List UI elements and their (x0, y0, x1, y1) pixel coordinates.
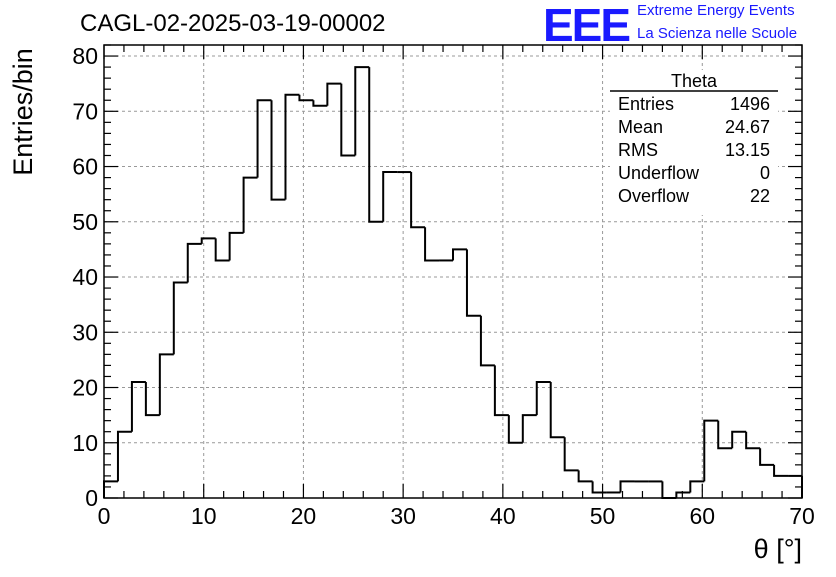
histogram-bin (452, 248, 467, 261)
histogram-bin (130, 380, 146, 432)
histogram-bin (619, 480, 635, 493)
stats-row-value: 0 (760, 163, 770, 183)
stats-row-value: 1496 (730, 94, 770, 114)
histogram-bin (116, 430, 132, 482)
grid-lines (104, 45, 802, 498)
plot-frame (103, 44, 803, 499)
stats-box: Theta Entries 1496 Mean 24.67 RMS 13.15 Underfl… (610, 70, 778, 215)
histogram-bin (577, 470, 593, 483)
histogram-bin (535, 380, 551, 416)
histogram-bin (270, 100, 286, 201)
histogram-bin (465, 249, 481, 317)
logo-line-2: La Scienza nelle Scuole (637, 25, 798, 42)
y-tick-label: 40 (72, 264, 98, 290)
stats-row-label: RMS (618, 140, 658, 160)
histogram-bin (731, 430, 747, 449)
histogram-bin (563, 437, 579, 472)
logo-line-1: Extreme Energy Events (637, 2, 795, 19)
chart-title: CAGL-02-2025-03-19-00002 (80, 10, 386, 37)
histogram-bin (340, 83, 356, 157)
y-tick-label: 60 (72, 154, 98, 180)
histogram-bin (745, 431, 761, 450)
histogram-bin (158, 353, 174, 416)
histogram-bin (759, 448, 775, 466)
histogram-bin (284, 93, 300, 200)
histogram-bin (424, 227, 440, 262)
histogram-bin (186, 242, 202, 283)
stats-row-value: 22 (750, 186, 770, 206)
x-tick-label: 0 (98, 503, 111, 529)
histogram-bin (661, 481, 677, 499)
histogram-bin (410, 172, 426, 229)
stats-row-label: Entries (618, 94, 674, 114)
stats-row-value: 13.15 (725, 140, 770, 160)
stats-row-value: 24.67 (725, 117, 770, 137)
y-tick-label: 30 (72, 319, 98, 345)
histogram-bin (326, 82, 342, 106)
histogram-bin (703, 419, 719, 482)
histogram-bin (298, 94, 314, 102)
histogram-bin (773, 464, 789, 477)
eee-logo: EEE (543, 0, 631, 51)
histogram-bin (382, 171, 398, 222)
histogram-bin (368, 67, 384, 223)
y-axis-label: Entries/bin (8, 48, 38, 176)
histogram-bin (675, 491, 691, 498)
stats-box-background (610, 70, 778, 215)
histogram-bin (228, 231, 244, 261)
x-tick-label: 20 (291, 503, 317, 529)
histogram-bin (591, 481, 607, 494)
y-tick-label: 10 (72, 430, 98, 456)
histogram-bin (214, 238, 230, 262)
y-tick-label: 70 (72, 98, 98, 124)
histogram-bin (312, 100, 328, 107)
histogram-bin (354, 66, 370, 156)
stats-row-label: Underflow (618, 163, 700, 183)
x-tick-label: 30 (390, 503, 416, 529)
histogram-series (103, 66, 803, 499)
histogram-bin (200, 237, 216, 244)
x-tick-label: 60 (689, 503, 715, 529)
y-tick-label: 0 (85, 485, 98, 511)
stats-box-title: Theta (671, 71, 718, 91)
histogram-bin (242, 176, 258, 233)
histogram-bin (549, 381, 565, 439)
histogram-bin (479, 315, 495, 367)
histogram-bin (103, 480, 118, 498)
plot-frame-rect (103, 44, 803, 499)
tick-labels: 0 10 20 30 40 50 60 70 0 10 20 30 40 50 60 70 80 (72, 43, 814, 529)
x-tick-label: 50 (590, 503, 616, 529)
histogram-bin (521, 414, 537, 443)
stats-row-label: Overflow (618, 186, 690, 206)
stats-row-label: Mean (618, 117, 663, 137)
histogram-bin (172, 281, 188, 355)
axis-ticks (103, 44, 803, 499)
y-tick-label: 50 (72, 209, 98, 235)
histogram-bin (689, 480, 705, 493)
y-tick-label: 20 (72, 375, 98, 401)
y-tick-label: 80 (72, 43, 98, 69)
histogram-bin (144, 381, 160, 417)
x-axis-label: θ [°] (754, 534, 802, 564)
x-tick-label: 70 (789, 503, 815, 529)
x-tick-label: 40 (490, 503, 516, 529)
x-tick-label: 10 (191, 503, 217, 529)
histogram-bin (256, 99, 272, 178)
histogram-bin (717, 420, 733, 450)
histogram-bin (493, 365, 509, 417)
histogram-bin (507, 415, 523, 444)
